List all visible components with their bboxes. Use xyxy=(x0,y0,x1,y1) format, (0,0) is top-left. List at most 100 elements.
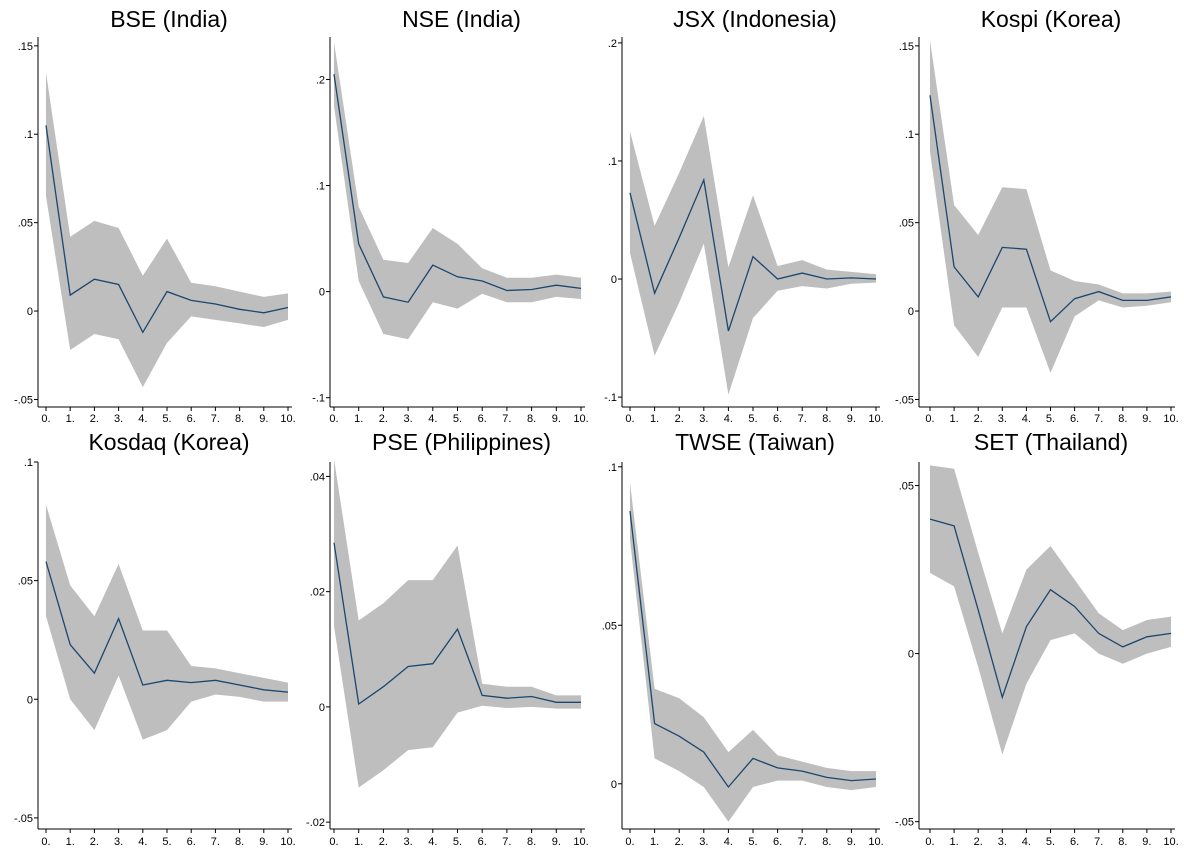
y-tick-label: -.1 xyxy=(604,392,617,404)
x-tick-label: 10. xyxy=(573,413,588,425)
irf-panel: Kospi (Korea) .15 .1 .05 0 -.05 0. 1. 2. 3. 4. 5. 6.… xyxy=(895,6,1179,425)
irf-panel: NSE (India) .2 .1 0 -.1 0. 1. 2. 3. 4. 5. 6. 7. 8. 9. 1… xyxy=(312,6,588,425)
x-tick-label: 1. xyxy=(66,836,75,848)
irf-panel: BSE (India) .15 .1 .05 0 -.05 0. 1. 2. 3. 4. 5. 6. 7.… xyxy=(14,6,296,425)
irf-panel: SET (Thailand) .05 0 -.05 0. 1. 2. 3. 4. 5. 6. 7. 8.… xyxy=(895,429,1179,848)
x-tick-label: 8. xyxy=(527,836,536,848)
confidence-band xyxy=(930,465,1171,755)
x-tick-label: 7. xyxy=(1094,836,1103,848)
x-tick-label: 3. xyxy=(998,413,1007,425)
x-tick-label: 5. xyxy=(453,413,462,425)
x-tick-label: 7. xyxy=(211,836,220,848)
x-tick-label: 0. xyxy=(41,413,50,425)
x-tick-label: 9. xyxy=(847,413,856,425)
impulse-response-line xyxy=(629,511,877,789)
x-tick-label: 10. xyxy=(868,413,883,425)
x-tick-label: 0. xyxy=(329,836,338,848)
y-tick-label: .05 xyxy=(899,218,914,230)
x-tick-label: 6. xyxy=(773,413,782,425)
x-tick-label: 9. xyxy=(1142,413,1151,425)
y-tick-label: 0 xyxy=(27,306,33,318)
confidence-band xyxy=(334,42,581,340)
x-tick-label: 8. xyxy=(527,413,536,425)
x-tick-label: 2. xyxy=(974,836,983,848)
x-tick-label: 1. xyxy=(354,836,363,848)
y-tick-label: 0 xyxy=(319,287,325,299)
x-tick-label: 3. xyxy=(699,413,708,425)
x-tick-label: 9. xyxy=(1142,836,1151,848)
y-tick-label: .1 xyxy=(24,457,33,469)
panel-title: Kosdaq (Korea) xyxy=(88,429,249,455)
y-tick-label: .1 xyxy=(24,129,33,141)
y-tick-label: .15 xyxy=(899,41,914,53)
x-tick-label: 4. xyxy=(1022,413,1031,425)
x-tick-label: 3. xyxy=(114,413,123,425)
impulse-response-line xyxy=(929,95,1172,323)
x-tick-label: 2. xyxy=(675,836,684,848)
panel-title: Kospi (Korea) xyxy=(981,6,1122,32)
x-tick-label: 2. xyxy=(90,836,99,848)
x-tick-label: 10. xyxy=(868,836,883,848)
irf-panel: PSE (Philippines) .04 .02 0 -.02 0. 1. 2. 3. 4. 5.… xyxy=(306,429,589,848)
x-tick-label: 7. xyxy=(798,413,807,425)
x-tick-label: 0. xyxy=(925,413,934,425)
impulse-response-line xyxy=(45,561,289,693)
x-tick-label: 1. xyxy=(950,836,959,848)
x-tick-label: 2. xyxy=(675,413,684,425)
x-tick-label: 5. xyxy=(748,413,757,425)
y-tick-label: .1 xyxy=(316,181,325,193)
panel-title: SET (Thailand) xyxy=(974,429,1128,455)
x-tick-label: 1. xyxy=(66,413,75,425)
y-tick-label: -.02 xyxy=(306,817,325,829)
y-tick-label: .05 xyxy=(18,218,33,230)
x-tick-label: 7. xyxy=(1094,413,1103,425)
y-tick-label: -.05 xyxy=(895,817,914,829)
x-tick-label: 4. xyxy=(724,836,733,848)
x-tick-label: 10. xyxy=(1163,413,1178,425)
y-tick-label: 0 xyxy=(27,694,33,706)
impulse-response-line xyxy=(45,125,289,334)
y-tick-label: -.05 xyxy=(895,394,914,406)
y-tick-label: .05 xyxy=(18,576,33,588)
y-tick-label: .2 xyxy=(316,74,325,86)
y-tick-label: .2 xyxy=(608,38,617,50)
x-tick-label: 9. xyxy=(259,836,268,848)
irf-panel: TWSE (Taiwan) .1 .05 0 0. 1. 2. 3. 4. 5. 6. 7. 8. 9. 1… xyxy=(602,429,884,848)
x-tick-label: 10. xyxy=(573,836,588,848)
x-tick-label: 3. xyxy=(404,413,413,425)
panel-title: TWSE (Taiwan) xyxy=(675,429,835,455)
x-tick-label: 7. xyxy=(502,836,511,848)
confidence-band xyxy=(334,459,581,788)
confidence-band xyxy=(46,504,288,740)
x-tick-label: 6. xyxy=(773,836,782,848)
y-tick-label: .05 xyxy=(602,620,617,632)
x-tick-label: 7. xyxy=(798,836,807,848)
y-tick-label: 0 xyxy=(611,779,617,791)
x-tick-label: 8. xyxy=(235,413,244,425)
confidence-band xyxy=(630,116,876,395)
x-tick-label: 6. xyxy=(1070,413,1079,425)
y-tick-label: .04 xyxy=(310,471,325,483)
x-tick-label: 6. xyxy=(187,413,196,425)
x-tick-label: 3. xyxy=(998,836,1007,848)
x-tick-label: 5. xyxy=(1046,413,1055,425)
impulse-response-line xyxy=(929,518,1172,700)
x-tick-label: 4. xyxy=(724,413,733,425)
x-tick-label: 0. xyxy=(925,836,934,848)
y-tick-label: .1 xyxy=(608,156,617,168)
confidence-band xyxy=(930,40,1171,373)
x-tick-label: 2. xyxy=(379,413,388,425)
x-tick-label: 6. xyxy=(478,413,487,425)
x-tick-label: 3. xyxy=(699,836,708,848)
x-tick-label: 1. xyxy=(354,413,363,425)
y-tick-label: 0 xyxy=(611,274,617,286)
x-tick-label: 9. xyxy=(259,413,268,425)
x-tick-label: 6. xyxy=(1070,836,1079,848)
y-tick-label: -.1 xyxy=(312,393,325,405)
x-tick-label: 4. xyxy=(428,413,437,425)
impulse-response-line xyxy=(333,542,581,706)
x-tick-label: 4. xyxy=(138,836,147,848)
panel-title: NSE (India) xyxy=(402,6,521,32)
impulse-response-line xyxy=(333,74,582,303)
panel-title: PSE (Philippines) xyxy=(372,429,551,455)
